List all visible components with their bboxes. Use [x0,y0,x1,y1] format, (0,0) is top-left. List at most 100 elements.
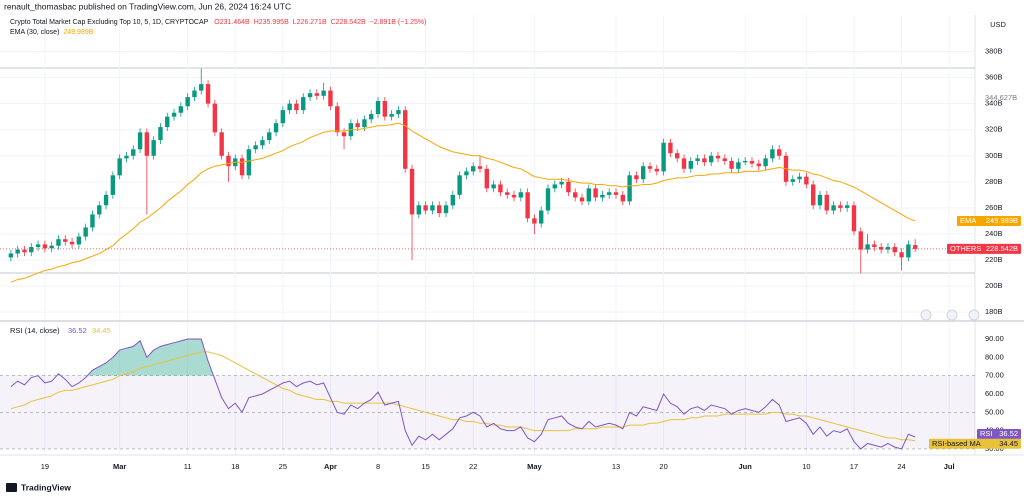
candle-body [437,205,442,214]
x-tick-label: Jun [739,462,753,471]
candle-body [518,192,524,198]
rsi-tag-name: RSI [980,429,993,438]
candle-body [287,103,292,111]
candle-body [912,245,918,249]
x-tick-label: 11 [184,462,192,471]
ema-legend: EMA (30, close) [10,29,59,36]
candle-body [749,160,755,164]
candle-body [804,176,809,185]
candle-body [851,205,857,232]
candle-body [382,101,388,117]
candle-body [178,106,184,113]
candle-body [607,192,612,195]
candle-body [661,142,666,172]
currency: USD [990,20,1006,29]
price-tag-name: OTHERS [950,244,981,253]
axes: 180B 200B 220B 240B 260B 280B 300B 320B 340B 360B… [41,46,1021,471]
y-tick-label: 260B [985,203,1003,212]
candle-body [858,231,863,250]
candle-body [573,192,578,198]
candle-body [634,175,639,180]
candle-body [335,106,340,133]
rsi-tick-label: 80.00 [985,352,1004,361]
candle-body [464,171,469,176]
candle-body [131,149,136,156]
candle-body [151,140,156,156]
ohlc-value: O231.464B [214,19,250,26]
rsi-tick-label: 50.00 [985,407,1004,416]
x-tick-label: Jul [944,462,955,471]
x-tick-label: 25 [279,462,287,471]
candle-body [654,168,659,172]
candle-body [702,158,707,163]
rsi-tick-label: 70.00 [985,371,1004,380]
candle-body [389,114,394,117]
rsi-tag-value: 36.52 [999,429,1018,438]
candle-body [56,239,61,246]
y-tick-label: 320B [985,125,1003,134]
candle-body [491,184,496,189]
ohlc-value: H235.995B [254,19,289,26]
candle-body [42,244,48,249]
candle-body [742,160,748,163]
ema-tag-name: EMA [960,216,976,225]
candle-body [103,194,109,206]
candle-body [824,194,829,211]
candle-body [498,184,503,193]
candle-body [627,175,632,202]
candle-body [273,123,279,133]
candle-body [69,241,75,245]
candle-body [776,149,782,156]
x-tick-label: May [527,462,542,471]
candle-body [294,103,299,111]
candle-body [674,153,680,159]
candle-body [396,110,401,115]
candle-body [212,103,218,133]
candle-body [219,132,224,156]
legends: Crypto Total Market Cap Excluding Top 10… [10,19,209,335]
flag-icon [920,309,932,321]
candle-body [722,158,727,161]
candle-body [885,247,891,250]
candle-body [756,163,761,167]
candle-body [246,149,252,176]
x-tick-label: 22 [469,462,477,471]
ema-line [10,122,916,283]
candle-body [137,132,143,150]
rsi-tag-value: 34.45 [999,439,1018,448]
candle-body [681,158,687,169]
candle-body [647,166,653,169]
candle-body [199,84,204,91]
candle-body [301,97,306,111]
candle-body [532,218,537,224]
candle-body [280,110,286,124]
rsi-legend-value: 36.52 [68,326,87,335]
candle-body [579,197,585,202]
x-tick-label: 17 [850,462,858,471]
candle-body [22,249,27,253]
candle-body [355,123,360,128]
candle-body [171,112,177,117]
candle-body [267,132,272,141]
price-tag-value: 228.542B [986,244,1018,253]
candle-body [409,168,415,215]
publisher: renault_thomasbac published on TradingVi… [4,1,291,11]
candle-body [185,97,190,107]
candle-body [90,214,95,228]
candle-body [314,93,320,96]
candle-body [552,184,558,189]
candle-body [192,90,197,98]
crosshair-price: 344.627B [985,93,1017,102]
candle-body [593,188,598,198]
candle-body [375,101,381,115]
rsi-tag-name: RSI-based MA [932,439,981,448]
candle-body [477,166,483,169]
y-tick-label: 340B [985,99,1003,108]
logo [6,483,17,492]
candle-body [63,239,68,242]
price-pane [0,68,975,283]
candle-body [484,168,490,189]
